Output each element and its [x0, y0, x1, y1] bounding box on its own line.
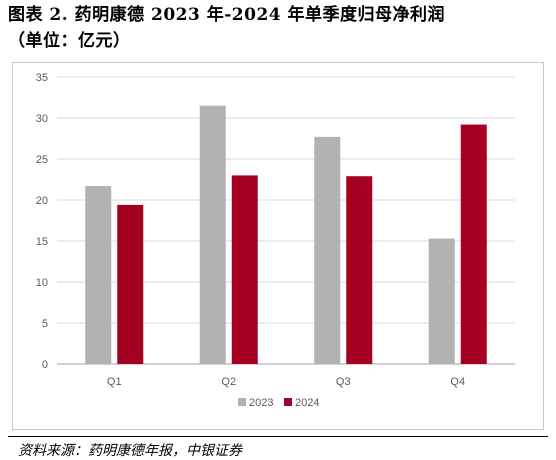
chart-title-main: 图表 2. 药明康德 2023 年-2024 年单季度归母净利润 [8, 5, 446, 25]
footer-divider [8, 436, 548, 437]
bar-2024-Q4 [460, 124, 487, 364]
chart-unit-label: （单位：亿元） [8, 31, 131, 51]
x-tick-label: Q3 [336, 376, 351, 388]
y-tick-label: 25 [36, 154, 48, 166]
bar-2023-Q4 [428, 238, 455, 364]
legend: 2023 2024 [238, 397, 319, 409]
bars [85, 105, 487, 364]
bar-2023-Q1 [85, 186, 112, 364]
legend-swatch-2023 [238, 398, 246, 406]
source-note: 资料来源：药明康德年报，中银证券 [18, 443, 242, 459]
y-tick-label: 30 [36, 113, 48, 125]
chart-frame: 0 5 10 15 20 25 30 35 Q1 Q2 Q3 Q4 2023 2024 [12, 62, 544, 430]
bar-2024-Q2 [231, 175, 258, 364]
y-tick-label: 0 [42, 359, 48, 371]
bar-chart: 0 5 10 15 20 25 30 35 Q1 Q2 Q3 Q4 2023 2024 [36, 72, 515, 409]
x-tick-label: Q4 [450, 376, 465, 388]
y-tick-label: 35 [36, 72, 48, 84]
y-tick-label: 15 [36, 236, 48, 248]
bar-2024-Q3 [346, 176, 373, 364]
y-axis: 0 5 10 15 20 25 30 35 [36, 72, 48, 371]
bar-2023-Q2 [199, 105, 226, 364]
y-tick-label: 5 [42, 318, 48, 330]
x-tick-label: Q1 [107, 376, 122, 388]
legend-label: 2024 [295, 397, 319, 409]
x-axis: Q1 Q2 Q3 Q4 [107, 376, 465, 388]
x-tick-label: Q2 [221, 376, 236, 388]
bar-2023-Q3 [314, 136, 341, 364]
legend-label: 2023 [249, 397, 273, 409]
y-tick-label: 10 [36, 277, 48, 289]
legend-swatch-2024 [284, 398, 292, 406]
bar-2024-Q1 [117, 204, 144, 364]
y-tick-label: 20 [36, 195, 48, 207]
chart-title: 图表 2. 药明康德 2023 年-2024 年单季度归母净利润 （单位：亿元） [8, 2, 445, 54]
